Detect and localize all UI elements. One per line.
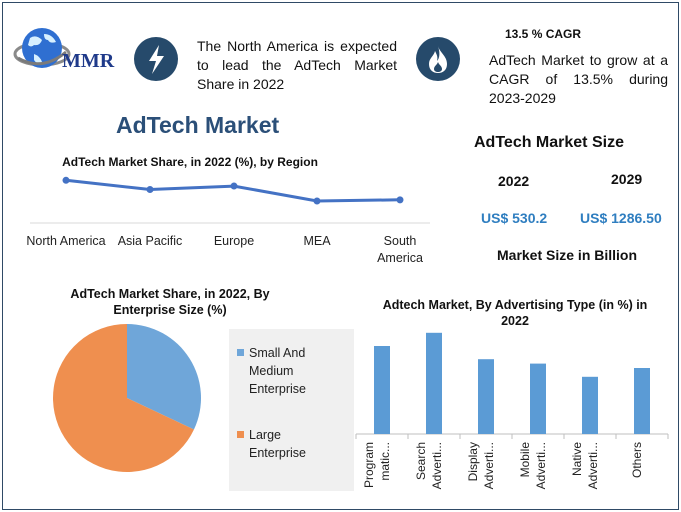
globe-logo-icon: [13, 28, 71, 68]
value-2022: US$ 530.2: [481, 210, 548, 226]
legend-swatch-orange: [237, 431, 244, 438]
value-2029: US$ 1286.50: [580, 210, 662, 226]
line-chart-title: AdTech Market Share, in 2022 (%), by Reg…: [62, 155, 318, 169]
bar-1: [426, 332, 442, 434]
market-size-unit: Market Size in Billion: [497, 247, 638, 263]
bar-tick-label-2-0: Display: [466, 442, 480, 481]
bar-tick-label-5-0: Others: [630, 442, 644, 478]
north-america-blurb: The North America is expected to lead th…: [197, 38, 397, 92]
lightning-icon: [134, 37, 178, 81]
pie-legend: Small And Medium Enterprise Large Enterp…: [229, 329, 354, 491]
bar-tick-label-1-1: Adverti...: [430, 442, 444, 489]
flame-icon: [416, 37, 460, 81]
line-point-3: [313, 197, 321, 205]
legend-swatch-blue: [237, 349, 244, 356]
year-2022: 2022: [498, 173, 530, 189]
bar-2: [478, 359, 494, 434]
market-size-title: AdTech Market Size: [474, 134, 624, 151]
pie-slice-large: [53, 324, 194, 472]
main-title: AdTech Market: [116, 112, 280, 138]
region-label-south-america: South America: [377, 234, 423, 265]
line-point-0: [62, 176, 70, 184]
bar-0: [374, 346, 390, 434]
legend-item-small-medium: Small And Medium Enterprise: [237, 344, 329, 398]
region-label-north-america: North America: [26, 234, 106, 248]
year-2029: 2029: [611, 171, 643, 187]
line-point-2: [230, 182, 238, 190]
cagr-title: 13.5 % CAGR: [505, 27, 582, 41]
legend-item-large: Large Enterprise: [237, 426, 329, 462]
bar-tick-label-2-1: Adverti...: [482, 442, 496, 489]
pie-chart-title: AdTech Market Share, in 2022, By Enterpr…: [70, 287, 270, 317]
pie-slice-small-medium: [127, 324, 202, 430]
bar-tick-label-3-1: Adverti...: [534, 442, 548, 489]
logo-text: MMR: [62, 50, 115, 72]
region-label-mea: MEA: [303, 234, 331, 248]
bar-tick-label-1-0: Search: [414, 442, 428, 480]
bar-5: [634, 368, 650, 434]
pie-chart: [53, 324, 202, 472]
bar-tick-label-3-0: Mobile: [518, 442, 532, 478]
bar-chart-title: Adtech Market, By Advertising Type (in %…: [382, 298, 648, 328]
region-label-asia-pacific: Asia Pacific: [117, 234, 183, 248]
line-point-4: [396, 196, 404, 204]
legend-label-large: Large Enterprise: [249, 428, 306, 460]
region-label-europe: Europe: [213, 234, 255, 248]
line-chart: [30, 176, 430, 224]
bar-tick-label-0-1: matic...: [378, 442, 392, 481]
bar-tick-label-4-1: Adverti...: [586, 442, 600, 489]
bar-tick-label-0-0: Program: [362, 442, 376, 488]
bar-3: [530, 363, 546, 434]
line-point-1: [146, 186, 154, 193]
bar-chart: Program matic... Search Adverti... Display Ad…: [355, 332, 669, 489]
bar-tick-label-4-0: Native: [570, 442, 584, 476]
bar-4: [582, 376, 598, 434]
cagr-blurb: AdTech Market to grow at a CAGR of 13.5%…: [489, 52, 668, 106]
legend-label-small-medium: Small And Medium Enterprise: [249, 346, 306, 396]
